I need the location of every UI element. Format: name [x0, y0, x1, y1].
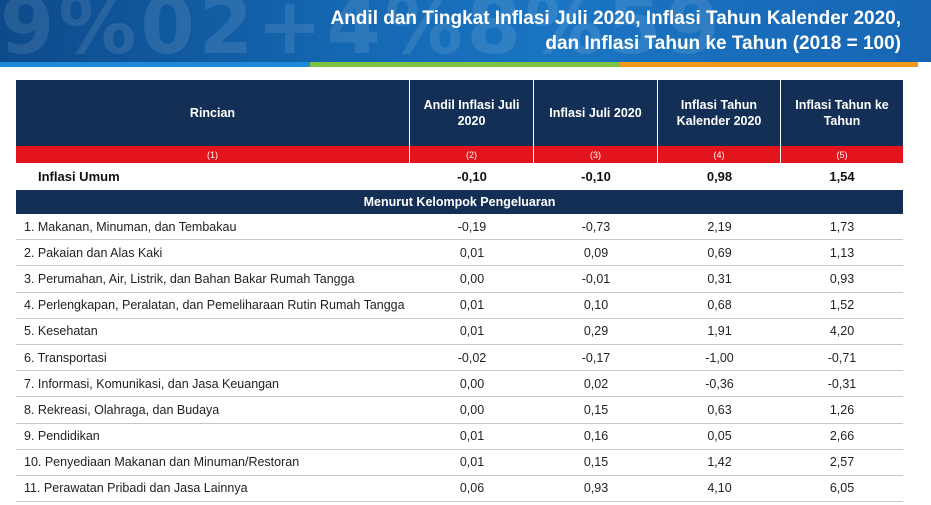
row-value: 1,91 — [658, 319, 781, 345]
row-value: 4,10 — [658, 476, 781, 503]
title-line-2: dan Inflasi Tahun ke Tahun (2018 = 100) — [545, 33, 901, 54]
row-value: 0,93 — [534, 476, 658, 503]
row-category: 5. Kesehatan — [16, 319, 410, 345]
column-number: (2) — [410, 146, 534, 163]
header-rincian: Rincian — [16, 80, 410, 146]
umum-value: 0,98 — [706, 169, 733, 184]
row-value: -0,17 — [534, 345, 658, 372]
row-value: 2,66 — [781, 424, 903, 450]
column-number: (1) — [16, 146, 410, 163]
row-value: 0,29 — [534, 319, 658, 345]
header-inflasi-tahun-kalender: Inflasi Tahun Kalender 2020 — [658, 80, 781, 146]
row-category: 2. Pakaian dan Alas Kaki — [16, 240, 410, 267]
row-value: -0,31 — [781, 371, 903, 398]
row-value: -0,36 — [658, 371, 781, 398]
row-value: 0,69 — [658, 240, 781, 267]
row-category: 8. Rekreasi, Olahraga, dan Budaya — [16, 397, 410, 424]
table-row: 3. Perumahan, Air, Listrik, dan Bahan Ba… — [16, 266, 903, 293]
row-value: 0,02 — [534, 371, 658, 398]
table-row: 9. Pendidikan 0,01 0,16 0,05 2,66 — [16, 424, 903, 450]
table-row: 11. Perawatan Pribadi dan Jasa Lainnya 0,… — [16, 476, 903, 503]
row-value: 0,00 — [410, 266, 534, 293]
column-number: (3) — [534, 146, 658, 163]
row-value: 0,15 — [534, 450, 658, 476]
row-value: 0,63 — [658, 397, 781, 424]
header-andil-inflasi: Andil Inflasi Juli 2020 — [410, 80, 534, 146]
row-value: 0,15 — [534, 397, 658, 424]
table-row: 10. Penyediaan Makanan dan Minuman/Resto… — [16, 450, 903, 476]
row-category: 4. Perlengkapan, Peralatan, dan Pemeliha… — [16, 293, 410, 319]
row-category: 6. Transportasi — [16, 345, 410, 372]
page-title: Andil dan Tingkat Inflasi Juli 2020, Inf… — [330, 6, 901, 56]
row-value: 2,19 — [658, 214, 781, 241]
row-category: 3. Perumahan, Air, Listrik, dan Bahan Ba… — [16, 266, 410, 293]
table-row: 6. Transportasi -0,02 -0,17 -1,00 -0,71 — [16, 345, 903, 372]
table-row: 4. Perlengkapan, Peralatan, dan Pemeliha… — [16, 293, 903, 319]
row-value: 0,01 — [410, 319, 534, 345]
table-body: 1. Makanan, Minuman, dan Tembakau -0,19 -0… — [16, 214, 903, 503]
table-header-row: Rincian Andil Inflasi Juli 2020 Inflasi … — [16, 80, 903, 146]
title-banner: 9%02+4%8%59 Andil dan Tingkat Inflasi Ju… — [0, 0, 931, 62]
row-value: 0,01 — [410, 450, 534, 476]
section-header: Menurut Kelompok Pengeluaran — [16, 190, 903, 214]
inflasi-umum-row: Inflasi Umum -0,10 -0,10 0,98 1,54 — [16, 163, 903, 190]
header-inflasi-juli: Inflasi Juli 2020 — [534, 80, 658, 146]
decorative-number-pattern: 9%02+4%8%59 — [0, 0, 724, 62]
row-value: -0,71 — [781, 345, 903, 372]
row-value: 0,31 — [658, 266, 781, 293]
row-category: 1. Makanan, Minuman, dan Tembakau — [16, 214, 410, 241]
inflation-table: Rincian Andil Inflasi Juli 2020 Inflasi … — [16, 80, 903, 503]
row-value: 0,01 — [410, 240, 534, 267]
accent-stripe-blue — [0, 62, 310, 67]
column-number-row: (1) (2) (3) (4) (5) — [16, 146, 903, 163]
row-value: 0,01 — [410, 293, 534, 319]
row-value: 1,73 — [781, 214, 903, 241]
row-value: 0,10 — [534, 293, 658, 319]
row-value: -0,19 — [410, 214, 534, 241]
table-row: 5. Kesehatan 0,01 0,29 1,91 4,20 — [16, 319, 903, 345]
row-value: 0,09 — [534, 240, 658, 267]
umum-value: 1,54 — [829, 169, 855, 184]
row-value: 1,26 — [781, 397, 903, 424]
row-category: 10. Penyediaan Makanan dan Minuman/Resto… — [16, 450, 410, 476]
row-value: 0,00 — [410, 397, 534, 424]
row-value: -1,00 — [658, 345, 781, 372]
row-value: 0,06 — [410, 476, 534, 503]
title-line-1: Andil dan Tingkat Inflasi Juli 2020, Inf… — [330, 8, 901, 29]
row-value: -0,73 — [534, 214, 658, 241]
umum-label: Inflasi Umum — [38, 169, 120, 184]
row-value: 0,05 — [658, 424, 781, 450]
row-category: 7. Informasi, Komunikasi, dan Jasa Keuan… — [16, 371, 410, 398]
row-value: 0,00 — [410, 371, 534, 398]
table-row: 8. Rekreasi, Olahraga, dan Budaya 0,00 0,1… — [16, 397, 903, 424]
row-value: 1,13 — [781, 240, 903, 267]
row-value: 1,52 — [781, 293, 903, 319]
accent-stripe-green — [310, 62, 620, 67]
row-value: 0,01 — [410, 424, 534, 450]
row-value: 4,20 — [781, 319, 903, 345]
row-value: 0,68 — [658, 293, 781, 319]
row-value: 0,93 — [781, 266, 903, 293]
header-inflasi-tahun-ke-tahun: Inflasi Tahun ke Tahun — [781, 80, 903, 146]
column-number: (5) — [781, 146, 903, 163]
umum-value: -0,10 — [581, 169, 611, 184]
accent-stripe-orange — [620, 62, 918, 67]
row-value: 6,05 — [781, 476, 903, 503]
column-number: (4) — [658, 146, 781, 163]
row-value: -0,02 — [410, 345, 534, 372]
row-value: 1,42 — [658, 450, 781, 476]
umum-value: -0,10 — [457, 169, 487, 184]
table-row: 2. Pakaian dan Alas Kaki 0,01 0,09 0,69 1,13 — [16, 240, 903, 267]
row-value: 0,16 — [534, 424, 658, 450]
row-value: 2,57 — [781, 450, 903, 476]
row-category: 9. Pendidikan — [16, 424, 410, 450]
table-row: 1. Makanan, Minuman, dan Tembakau -0,19 -0… — [16, 214, 903, 241]
table-row: 7. Informasi, Komunikasi, dan Jasa Keuan… — [16, 371, 903, 398]
row-value: -0,01 — [534, 266, 658, 293]
row-category: 11. Perawatan Pribadi dan Jasa Lainnya — [16, 476, 410, 503]
